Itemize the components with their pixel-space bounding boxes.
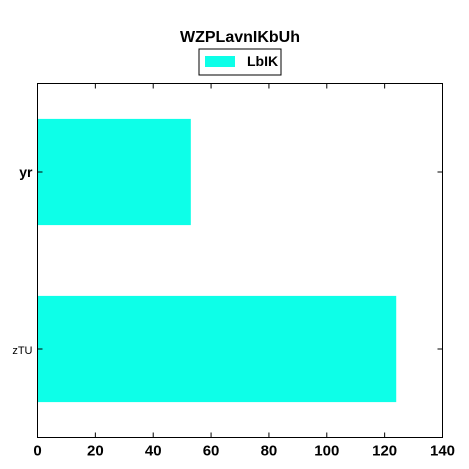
- y-tick-label-zTU: zTU: [12, 345, 32, 357]
- x-tick-label-140: 140: [430, 443, 455, 460]
- x-tick-label-20: 20: [87, 443, 104, 460]
- x-tick-label-100: 100: [314, 443, 339, 460]
- plot-area-frame: [37, 83, 443, 438]
- x-tick-label-120: 120: [372, 443, 397, 460]
- legend-label: LbIK: [247, 53, 278, 69]
- chart-title: WZPLavnIKbUh: [180, 29, 300, 46]
- x-tick-label-80: 80: [261, 443, 278, 460]
- legend-swatch: [205, 56, 235, 67]
- bar-zTU: [37, 295, 397, 403]
- bars: [37, 118, 397, 403]
- x-tick-label-40: 40: [145, 443, 162, 460]
- x-tick-label-0: 0: [33, 443, 41, 460]
- y-tick-label-yr: yr: [19, 164, 33, 180]
- bar-yr: [37, 118, 191, 226]
- x-tick-label-60: 60: [203, 443, 220, 460]
- legend: LbIK: [198, 48, 282, 76]
